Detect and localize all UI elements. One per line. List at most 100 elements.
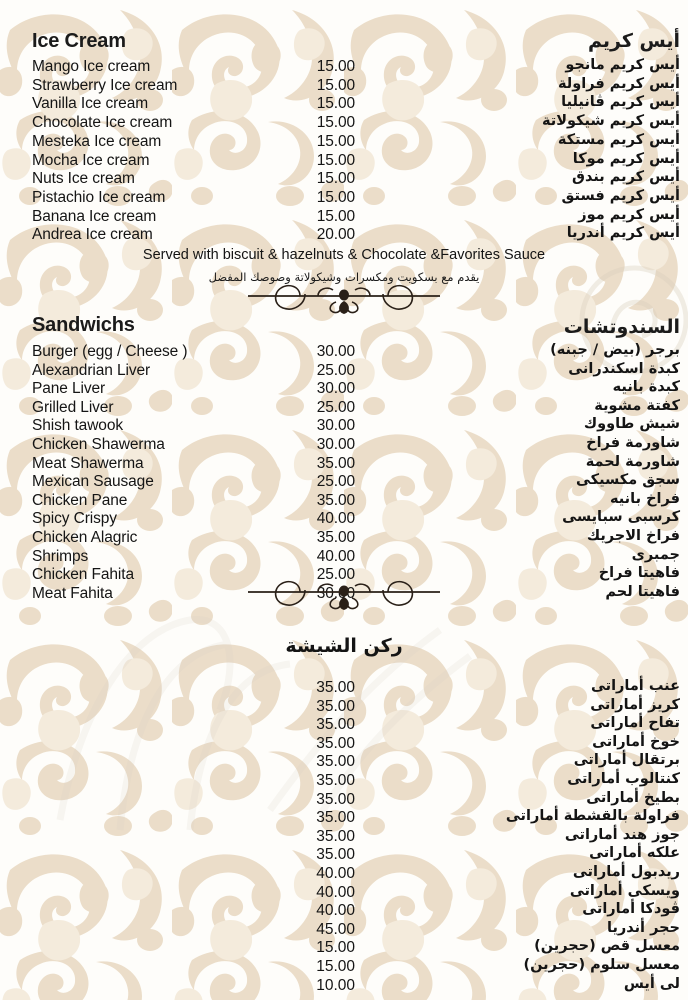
item-name-ar: كبدة اسكندرانى xyxy=(568,360,680,377)
menu-item-row: Chicken Fahita 25.00 فاهيتا فراخ xyxy=(0,565,688,584)
item-price: 15.00 xyxy=(316,170,355,188)
item-price: 15.00 xyxy=(316,114,355,132)
item-price: 35.00 xyxy=(316,679,355,696)
item-name-ar: أيس كريم موكا xyxy=(572,150,680,167)
item-price: 30.00 xyxy=(316,380,355,398)
item-name-ar: ريدبول أماراتى xyxy=(572,864,680,880)
shisha-item-row: 35.00 جوز هند أماراتى xyxy=(0,826,688,846)
menu-item-row: Chicken Shawerma 30.00 شاورمة فراخ xyxy=(0,435,688,454)
section-title-ice-cream-ar: أيس كريم xyxy=(587,30,680,52)
item-price: 10.00 xyxy=(316,976,355,994)
item-name-ar: حجر أندريا xyxy=(607,919,680,936)
item-price: 25.00 xyxy=(316,361,355,379)
item-price: 25.00 xyxy=(316,473,355,491)
item-price: 35.00 xyxy=(316,716,355,734)
item-price: 30.00 xyxy=(316,417,355,435)
item-name-ar: فراخ الاجريك xyxy=(586,528,680,544)
item-price: 15.00 xyxy=(316,188,355,206)
item-name-ar: فراولة بالقشطة أماراتى xyxy=(505,808,680,825)
shisha-item-row: 40.00 ويسكى أماراتى xyxy=(0,882,688,902)
item-price: 35.00 xyxy=(316,697,355,715)
item-name-ar: فراخ بانيه xyxy=(609,490,680,507)
item-name-en: Mexican Sausage xyxy=(32,473,154,491)
item-name-ar: أيس كريم شيكولاتة xyxy=(541,113,680,130)
item-name-en: Pane Liver xyxy=(32,380,106,398)
item-price: 25.00 xyxy=(316,566,355,584)
item-price: 40.00 xyxy=(316,902,355,920)
item-name-ar: كفتة مشوية xyxy=(594,397,680,414)
item-price: 35.00 xyxy=(316,772,355,789)
item-price: 25.00 xyxy=(316,398,355,416)
menu-item-row: Mango Ice cream 15.00 أيس كريم مانجو xyxy=(0,57,688,76)
item-price: 30.00 xyxy=(316,343,355,360)
item-price: 35.00 xyxy=(316,454,355,472)
item-name-ar: كرسبى سبايسى xyxy=(562,509,680,526)
item-price: 35.00 xyxy=(316,790,355,808)
item-name-en: Alexandrian Liver xyxy=(32,361,151,379)
shisha-item-row: 40.00 ريدبول أماراتى xyxy=(0,864,688,883)
item-price: 45.00 xyxy=(316,920,355,938)
item-name-ar: شاورمة فراخ xyxy=(586,435,680,451)
shisha-item-row: 40.00 ڤودكا أماراتى xyxy=(0,901,688,920)
ice-cream-note-ar: يقدم مع بسكويت ومكسرات وشيكولاتة وصوصك ا… xyxy=(208,270,480,284)
section-title-sandwichs: Sandwichs xyxy=(32,314,135,336)
item-name-en: Chicken Alagric xyxy=(32,529,138,546)
item-name-en: Mesteka Ice cream xyxy=(32,132,162,150)
item-price: 15.00 xyxy=(316,207,355,225)
item-price: 35.00 xyxy=(316,734,355,752)
menu-item-row: Shish tawook 30.00 شيش طاووك xyxy=(0,416,688,435)
menu-item-row: Mocha Ice cream 15.00 أيس كريم موكا xyxy=(0,150,688,170)
menu-item-row: Chicken Alagric 35.00 فراخ الاجريك xyxy=(0,528,688,547)
item-name-ar: جوز هند أماراتى xyxy=(564,826,680,843)
menu-item-row: Grilled Liver 25.00 كفتة مشوية xyxy=(0,397,688,417)
item-name-ar: معسل سلوم (حجرين) xyxy=(523,957,680,973)
shisha-item-row: 15.00 معسل سلوم (حجرين) xyxy=(0,957,688,976)
menu-item-row: Strawberry Ice cream 15.00 أيس كريم فراولة xyxy=(0,75,688,95)
item-price: 15.00 xyxy=(316,58,355,75)
item-price: 35.00 xyxy=(316,827,355,845)
menu-item-row: Andrea Ice cream 20.00 أيس كريم أندريا xyxy=(0,225,688,244)
item-name-ar: برتقال أماراتى xyxy=(573,752,680,769)
item-price: 15.00 xyxy=(316,76,355,94)
shisha-item-row: 10.00 لى أيس xyxy=(0,976,688,995)
ornament-divider-bottom xyxy=(0,578,688,612)
item-name-ar: خوخ أماراتى xyxy=(592,733,680,750)
item-price: 15.00 xyxy=(316,95,355,113)
item-name-ar: فاهيتا فراخ xyxy=(598,565,680,582)
menu-item-row: Chicken Pane 35.00 فراخ بانيه xyxy=(0,490,688,510)
item-price: 20.00 xyxy=(316,226,355,244)
item-name-en: Mocha Ice cream xyxy=(32,151,150,169)
item-name-ar: كنتالوب أماراتى xyxy=(567,771,680,787)
menu-item-row: Alexandrian Liver 25.00 كبدة اسكندرانى xyxy=(0,360,688,380)
item-price: 35.00 xyxy=(316,491,355,509)
item-name-en: Strawberry Ice cream xyxy=(32,76,178,94)
item-name-ar: شاورمة لحمة xyxy=(585,453,680,470)
item-name-ar: أيس كريم فستق xyxy=(561,187,680,204)
item-price: 35.00 xyxy=(316,529,355,546)
item-name-ar: أيس كريم بندق xyxy=(572,169,680,186)
menu-item-row: Meat Shawerma 35.00 شاورمة لحمة xyxy=(0,453,688,473)
item-name-ar: ڤودكا أماراتى xyxy=(582,901,680,918)
item-name-en: Chicken Pane xyxy=(32,491,128,509)
shisha-item-row: 35.00 كنتالوب أماراتى xyxy=(0,771,688,790)
item-price: 40.00 xyxy=(316,865,355,882)
item-name-ar: معسل قص (حجرين) xyxy=(534,938,680,955)
menu-item-row: Shrimps 40.00 جمبرى xyxy=(0,546,688,566)
item-name-en: Shish tawook xyxy=(32,417,123,435)
item-price: 15.00 xyxy=(316,151,355,169)
item-name-ar: تفاح أماراتى xyxy=(590,715,680,732)
shisha-item-row: 35.00 تفاح أماراتى xyxy=(0,715,688,734)
menu-item-row: Pistachio Ice cream 15.00 أيس كريم فستق xyxy=(0,187,688,207)
item-name-en: Andrea Ice cream xyxy=(32,226,153,244)
item-name-en: Grilled Liver xyxy=(32,398,114,416)
item-name-en: Mango Ice cream xyxy=(32,58,151,75)
item-name-ar: فاهيتا لحم xyxy=(605,583,680,600)
item-name-ar: أيس كريم فراولة xyxy=(557,75,680,92)
item-name-ar: أيس كريم أندريا xyxy=(566,225,680,242)
menu-item-row: Burger (egg / Cheese ) 30.00 برجر (بيض / ج… xyxy=(0,342,688,361)
item-price: 35.00 xyxy=(316,753,355,771)
item-name-ar: جمبرى xyxy=(631,546,680,563)
item-name-ar: ويسكى أماراتى xyxy=(569,882,680,899)
